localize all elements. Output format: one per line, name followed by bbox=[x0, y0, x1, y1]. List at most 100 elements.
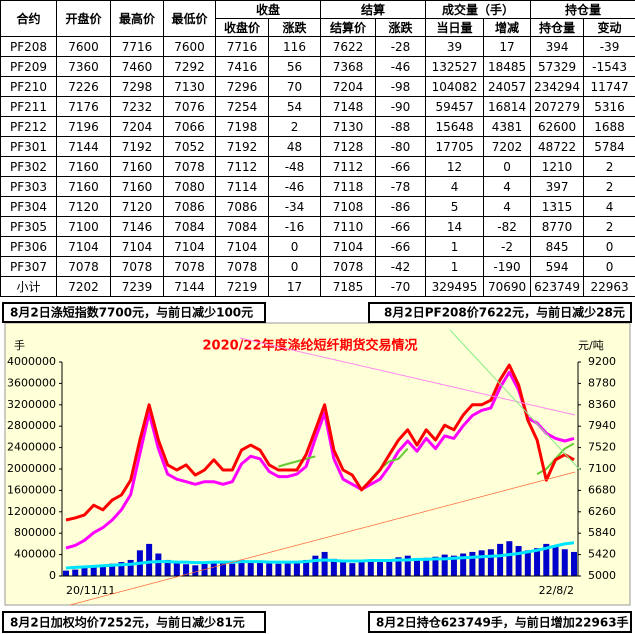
table-cell: 7086 bbox=[215, 196, 269, 217]
bar bbox=[413, 558, 420, 576]
header-cell: 持仓量 bbox=[530, 0, 635, 19]
header-cell: 最低价 bbox=[163, 0, 216, 37]
table-cell: 7078 bbox=[320, 256, 377, 277]
table-cell: 7078 bbox=[163, 256, 216, 277]
table-cell: 7176 bbox=[56, 96, 111, 117]
bar bbox=[312, 555, 319, 576]
table-row: PF302 7160 7160 7078 7112 -48 7112 -66 12 0 1210 2 bbox=[0, 156, 635, 177]
table-cell: 397 bbox=[530, 176, 585, 197]
header-row: 合约 开盘价 最高价 最低价 收盘 结算 成交量（手） 持仓量 bbox=[0, 0, 635, 37]
table-cell: 7202 bbox=[56, 276, 111, 297]
table-cell: 7185 bbox=[320, 276, 377, 297]
y-tick-label: 3200000 bbox=[7, 398, 56, 411]
bar bbox=[524, 550, 531, 576]
table-cell: -66 bbox=[375, 156, 427, 177]
bar bbox=[118, 562, 125, 576]
table-cell: 7148 bbox=[320, 96, 377, 117]
table-row: PF307 7078 7078 7078 7078 0 7078 -42 1 -190 594 0 bbox=[0, 256, 635, 277]
trend-line bbox=[239, 337, 576, 416]
table-cell: 7066 bbox=[163, 116, 216, 137]
table-cell: 2 bbox=[583, 216, 635, 237]
bar bbox=[109, 563, 116, 576]
table-cell: 7298 bbox=[110, 76, 164, 97]
bar bbox=[220, 563, 227, 576]
quote-table: 合约 开盘价 最高价 最低价 收盘 结算 成交量（手） 持仓量 收盘价 涨跌 结算价 涨跌 当日量 增减持… bbox=[0, 0, 635, 297]
y-tick-label: 0 bbox=[49, 569, 56, 582]
bar bbox=[90, 566, 97, 576]
header-cell: 成交量（手） bbox=[425, 0, 532, 19]
table-cell: 5784 bbox=[583, 136, 635, 157]
table-cell: 7196 bbox=[56, 116, 111, 137]
table-row: PF212 7196 7204 7066 7198 2 7130 -88 15648 4381 62… bbox=[0, 116, 635, 137]
bar bbox=[478, 550, 485, 576]
bar bbox=[515, 546, 522, 576]
bar bbox=[423, 557, 430, 576]
table-cell: 7104 bbox=[215, 236, 269, 257]
table-cell: 7130 bbox=[163, 76, 216, 97]
table-row: PF210 7226 7298 7130 7296 70 7204 -98 104082 2405… bbox=[0, 76, 635, 97]
table-cell: 7120 bbox=[56, 196, 111, 217]
y-tick-label: 800000 bbox=[14, 526, 56, 539]
table-cell: 57329 bbox=[530, 56, 585, 77]
table-cell: 7080 bbox=[163, 176, 216, 197]
table-cell: 1210 bbox=[530, 156, 585, 177]
header-cell: 结算 bbox=[320, 0, 427, 19]
note: 8月2日PF208价7622元，与前日减少28元 bbox=[384, 305, 625, 320]
table-cell: -66 bbox=[375, 236, 427, 257]
x-tick-label: 20/11/11 bbox=[66, 584, 115, 597]
table-cell: 7108 bbox=[320, 196, 377, 217]
table-cell: 7112 bbox=[215, 156, 269, 177]
table-cell: 7292 bbox=[163, 56, 216, 77]
table-cell: PF208 bbox=[0, 36, 57, 57]
x-tick-label: 22/8/2 bbox=[539, 584, 574, 597]
table-cell: 5316 bbox=[583, 96, 635, 117]
table-cell: 4 bbox=[425, 176, 485, 197]
y2-tick-label: 5420 bbox=[588, 548, 616, 561]
y-tick-label: 3600000 bbox=[7, 376, 56, 389]
bar bbox=[293, 563, 300, 576]
y-tick-label: 2800000 bbox=[7, 419, 56, 432]
trend-line bbox=[449, 329, 581, 471]
bar bbox=[303, 559, 310, 576]
bar bbox=[450, 555, 457, 576]
bar bbox=[81, 567, 88, 576]
note-box bbox=[368, 611, 632, 633]
chart-title: 2020/22年度涤纶短纤期货交易情况 bbox=[202, 338, 417, 354]
table-cell: PF305 bbox=[0, 216, 57, 237]
header-cell: 涨跌 bbox=[375, 18, 427, 37]
table-cell: 7160 bbox=[110, 156, 164, 177]
table-cell: 18485 bbox=[483, 56, 532, 77]
bar bbox=[63, 570, 69, 576]
bar bbox=[183, 564, 190, 576]
table-cell: 小计 bbox=[0, 276, 57, 297]
line bbox=[65, 370, 575, 550]
table-cell: 7118 bbox=[320, 176, 377, 197]
table-cell: PF210 bbox=[0, 76, 57, 97]
table-cell: 7110 bbox=[320, 216, 377, 237]
table-cell: 48722 bbox=[530, 136, 585, 157]
bar bbox=[367, 561, 374, 576]
y2-tick-label: 7100 bbox=[588, 462, 616, 475]
table-cell: -70 bbox=[375, 276, 427, 297]
table-cell: 394 bbox=[530, 36, 585, 57]
table-cell: 7130 bbox=[320, 116, 377, 137]
bar bbox=[571, 551, 577, 576]
table-cell: 7104 bbox=[56, 236, 111, 257]
y-tick-label: 2400000 bbox=[7, 441, 56, 454]
table-cell: 62600 bbox=[530, 116, 585, 137]
table-cell: -80 bbox=[375, 136, 427, 157]
table-cell: 7160 bbox=[56, 176, 111, 197]
table-cell: 7052 bbox=[163, 136, 216, 157]
table-row: PF208 7600 7716 7600 7716 116 7622 -28 39 17 394 -3… bbox=[0, 36, 635, 57]
table-row: PF301 7144 7192 7052 7192 48 7128 -80 17705 7202 4… bbox=[0, 136, 635, 157]
table-cell: 7078 bbox=[163, 156, 216, 177]
table-cell: 7104 bbox=[320, 236, 377, 257]
table-cell: 7084 bbox=[215, 216, 269, 237]
bar bbox=[441, 554, 448, 576]
table-cell: 54 bbox=[267, 96, 322, 117]
table-cell: -88 bbox=[375, 116, 427, 137]
table-cell: -86 bbox=[375, 196, 427, 217]
bar bbox=[99, 565, 106, 576]
table-cell: -78 bbox=[375, 176, 427, 197]
y2-tick-label: 5840 bbox=[588, 526, 616, 539]
